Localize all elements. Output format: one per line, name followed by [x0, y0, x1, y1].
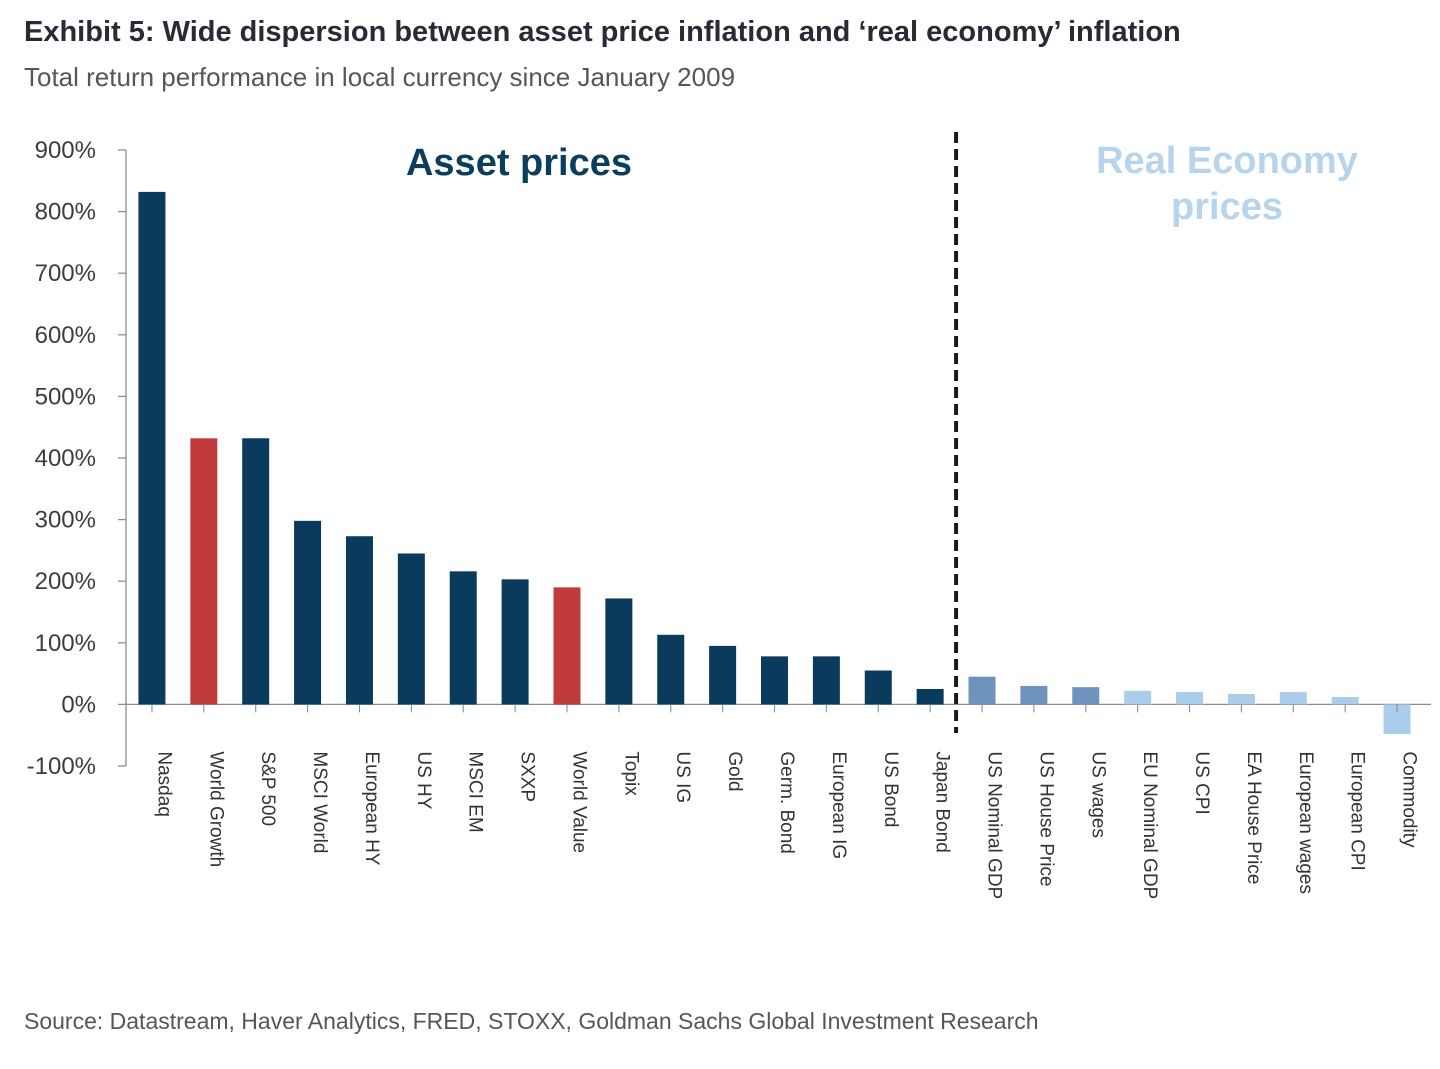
svg-text:US Bond: US Bond	[880, 751, 901, 827]
svg-text:200%: 200%	[35, 568, 96, 595]
svg-text:Germ. Bond: Germ. Bond	[776, 751, 797, 853]
svg-text:European HY: European HY	[361, 751, 382, 865]
svg-text:EU Nominal GDP: EU Nominal GDP	[1139, 751, 1160, 899]
svg-text:Gold: Gold	[724, 751, 745, 791]
svg-text:US CPI: US CPI	[1191, 751, 1212, 814]
svg-text:800%: 800%	[35, 199, 96, 226]
svg-text:-100%: -100%	[27, 753, 96, 780]
svg-text:US HY: US HY	[413, 751, 434, 809]
svg-text:World Value: World Value	[568, 751, 589, 853]
svg-text:S&P 500: S&P 500	[257, 751, 278, 826]
svg-text:900%: 900%	[35, 137, 96, 164]
svg-text:Japan Bond: Japan Bond	[932, 751, 953, 852]
svg-text:Commodity: Commodity	[1399, 751, 1420, 848]
svg-text:Nasdaq: Nasdaq	[153, 751, 174, 817]
svg-text:European wages: European wages	[1295, 751, 1316, 894]
svg-text:World Growth: World Growth	[205, 751, 226, 867]
svg-text:100%: 100%	[35, 630, 96, 657]
svg-text:300%: 300%	[35, 507, 96, 534]
svg-text:US House Price: US House Price	[1035, 751, 1056, 886]
svg-text:Topix: Topix	[620, 751, 641, 796]
svg-text:500%: 500%	[35, 383, 96, 410]
svg-text:European IG: European IG	[828, 751, 849, 859]
svg-text:US IG: US IG	[672, 751, 693, 803]
svg-text:European CPI: European CPI	[1347, 751, 1368, 870]
svg-text:400%: 400%	[35, 445, 96, 472]
svg-text:EA House Price: EA House Price	[1243, 751, 1264, 884]
svg-text:SXXP: SXXP	[517, 751, 538, 802]
svg-text:MSCI World: MSCI World	[309, 751, 330, 853]
svg-text:US Nominal GDP: US Nominal GDP	[984, 751, 1005, 899]
svg-text:US wages: US wages	[1087, 751, 1108, 838]
svg-text:700%: 700%	[35, 260, 96, 287]
svg-text:MSCI EM: MSCI EM	[465, 751, 486, 832]
svg-text:600%: 600%	[35, 322, 96, 349]
svg-text:0%: 0%	[61, 691, 96, 718]
